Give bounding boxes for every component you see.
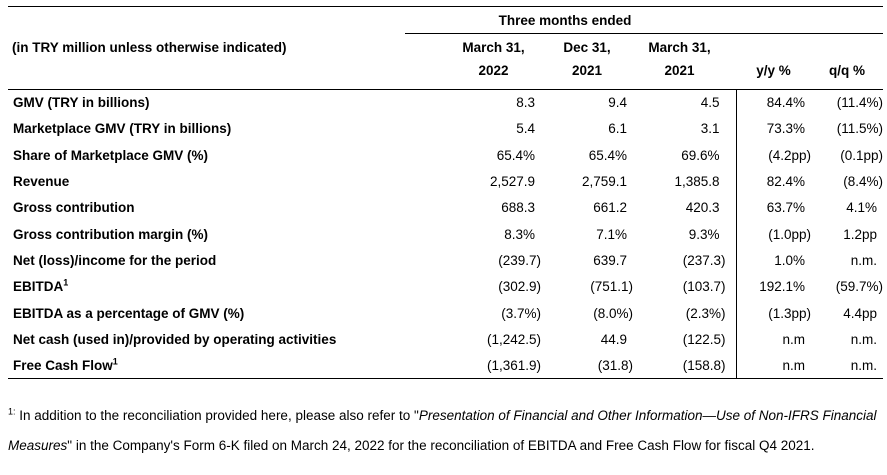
- cell-value: n.m.: [850, 357, 878, 373]
- table-row: GMV (TRY in billions) 8.3 9.4 4.5 84.4% (11.4…: [8, 89, 884, 116]
- cell-value: 73.3%: [735, 115, 811, 143]
- cell-value: 688.3: [501, 200, 535, 216]
- cell-value: 82.4%: [735, 168, 811, 195]
- cell-value: 661.2: [593, 200, 627, 216]
- cell-value: (8.4%): [843, 174, 884, 190]
- financial-table: Three months ended (in TRY million unles…: [8, 6, 884, 380]
- period-header: Three months ended: [498, 12, 632, 28]
- cell-value: (122.5): [682, 331, 726, 347]
- table-row: EBITDA1 (302.9) (751.1) (103.7) 192.1% (59.7%…: [8, 273, 884, 300]
- footnote-reference: 1: [63, 277, 69, 288]
- cell-value: 3.1: [700, 121, 720, 137]
- footnote-text-pre: In addition to the reconciliation provid…: [15, 408, 419, 424]
- cell-value: 4.4pp: [843, 305, 878, 321]
- footnote-reference: 1: [112, 356, 118, 367]
- cell-value: (59.7%): [835, 279, 884, 295]
- row-label: Net (loss)/income for the period: [13, 252, 217, 268]
- row-label: Revenue: [13, 174, 70, 190]
- table-row: Gross contribution margin (%) 8.3% 7.1% 9.3…: [8, 220, 883, 248]
- row-label: Net cash (used in)/provided by operating…: [13, 331, 337, 347]
- table-row: Revenue 2,527.9 2,759.1 1,385.8 82.4% (8.4%): [8, 168, 884, 195]
- cell-value: n.m.: [850, 331, 878, 347]
- cell-value: (1,361.9): [486, 357, 541, 373]
- cell-value: n.m.: [850, 252, 878, 268]
- period-header-row: Three months ended: [8, 7, 884, 35]
- cell-value: 4.1%: [846, 200, 878, 216]
- cell-value: (1.0pp): [735, 220, 811, 248]
- cell-value: 5.4: [516, 121, 535, 137]
- cell-value: 63.7%: [735, 194, 811, 221]
- cell-value: (3.7%): [501, 305, 541, 321]
- cell-value: 65.4%: [588, 147, 627, 163]
- footnote: 1: In addition to the reconciliation pro…: [8, 401, 883, 461]
- cell-value: 639.7: [593, 252, 627, 268]
- table-body: GMV (TRY in billions) 8.3 9.4 4.5 84.4% (11.4…: [8, 89, 884, 379]
- table-row: Gross contribution 688.3 661.2 420.3 63.7% 4.…: [8, 194, 883, 221]
- row-label: Free Cash Flow1: [13, 356, 118, 373]
- table-row: Marketplace GMV (TRY in billions) 5.4 6.1 3…: [8, 115, 884, 143]
- corner-cell: [8, 7, 446, 35]
- col-header-dec2021: Dec 31, 2021: [541, 34, 633, 90]
- footnote-text-post: " in the Company's Form 6-K filed on Mar…: [67, 438, 815, 454]
- cell-value: 44.9: [600, 331, 627, 347]
- row-label: Gross contribution: [13, 200, 135, 216]
- col-header-qoq: q/q %: [811, 34, 884, 90]
- row-label: EBITDA1: [13, 277, 69, 295]
- row-label: Gross contribution margin (%): [13, 226, 209, 242]
- cell-value: 1,385.8: [674, 174, 720, 190]
- cell-value: (239.7): [498, 252, 541, 268]
- table-row: EBITDA as a percentage of GMV (%) (3.7%) (…: [8, 299, 883, 327]
- cell-value: 1.0%: [735, 247, 811, 274]
- cell-value: 9.4: [608, 95, 627, 111]
- unit-label-cell: (in TRY million unless otherwise indicat…: [8, 34, 446, 90]
- cell-value: 1.2pp: [843, 226, 878, 242]
- cell-value: (751.1): [590, 279, 633, 295]
- cell-value: (11.5%): [836, 121, 884, 137]
- cell-value: (2.3%): [685, 305, 726, 321]
- cell-value: (158.8): [682, 357, 726, 373]
- cell-value: (31.8): [597, 357, 633, 373]
- col-header-yoy: y/y %: [736, 34, 811, 90]
- page: Three months ended (in TRY million unles…: [0, 6, 887, 475]
- column-header-row: (in TRY million unless otherwise indicat…: [8, 34, 884, 90]
- cell-value: (0.1pp): [840, 147, 884, 163]
- cell-value: (4.2pp): [735, 142, 811, 169]
- cell-value: 6.1: [608, 121, 627, 137]
- row-label: Share of Marketplace GMV (%): [13, 147, 209, 163]
- cell-value: 2,527.9: [489, 174, 535, 190]
- row-label: GMV (TRY in billions): [13, 95, 150, 111]
- cell-value: 69.6%: [681, 147, 720, 163]
- cell-value: (302.9): [498, 279, 541, 295]
- cell-value: (1,242.5): [486, 331, 541, 347]
- col-header-mar2022: March 31, 2022: [446, 34, 541, 90]
- cell-value: (1.3pp): [735, 299, 811, 327]
- unit-label: (in TRY million unless otherwise indicat…: [12, 39, 287, 55]
- row-label: EBITDA as a percentage of GMV (%): [13, 305, 245, 321]
- cell-value: (103.7): [682, 279, 726, 295]
- cell-value: 9.3%: [688, 226, 720, 242]
- table-row: Free Cash Flow1 (1,361.9) (31.8) (158.8) n.m…: [8, 352, 883, 379]
- cell-value: (237.3): [682, 252, 726, 268]
- table-row: Net cash (used in)/provided by operating…: [8, 326, 883, 353]
- cell-value: n.m: [735, 326, 811, 353]
- cell-value: 65.4%: [496, 147, 535, 163]
- cell-value: 8.3: [516, 95, 535, 111]
- footnote-marker: 1:: [8, 406, 16, 417]
- cell-value: 2,759.1: [581, 174, 627, 190]
- col-header-mar2021: March 31, 2021: [633, 34, 736, 90]
- footnote-citation: Presentation of Financial and Other Info…: [8, 408, 877, 454]
- cell-value: 4.5: [700, 95, 720, 111]
- cell-value: 192.1%: [735, 273, 811, 300]
- cell-value: n.m: [735, 352, 811, 379]
- cell-value: 420.3: [685, 200, 720, 216]
- table-row: Share of Marketplace GMV (%) 65.4% 65.4% 69…: [8, 142, 884, 169]
- row-label: Marketplace GMV (TRY in billions): [13, 121, 232, 137]
- cell-value: (11.4%): [836, 95, 884, 111]
- cell-value: (8.0%): [593, 305, 633, 321]
- cell-value: 84.4%: [735, 89, 811, 116]
- cell-value: 8.3%: [504, 226, 535, 242]
- cell-value: 7.1%: [596, 226, 627, 242]
- period-header-underline: Three months ended: [405, 7, 884, 34]
- table-row: Net (loss)/income for the period (239.7) 6…: [8, 247, 883, 274]
